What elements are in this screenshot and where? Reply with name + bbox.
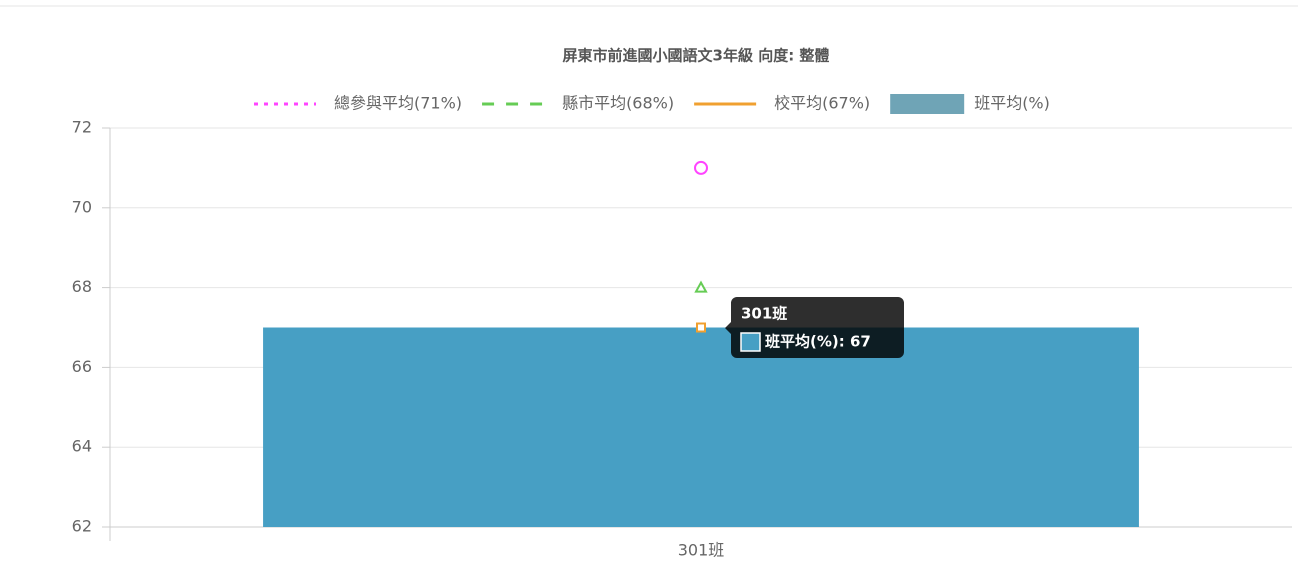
y-tick-label: 70: [72, 197, 92, 216]
point: [694, 160, 708, 175]
y-tick-label: 64: [72, 437, 92, 456]
point: [694, 280, 708, 293]
tooltip-swatch: [740, 332, 761, 352]
legend-swatch: [890, 94, 965, 114]
tooltip-label: 班平均(%): 67: [765, 333, 871, 351]
tooltip-box: [725, 297, 904, 358]
legend-label: 班平均(%): [974, 94, 1050, 113]
x-tick-label: 301班: [678, 541, 725, 560]
y-tick-label: 62: [72, 517, 92, 536]
y-tick-label: 68: [72, 277, 92, 296]
tooltip-title: 301班: [741, 305, 787, 323]
y-tick-label: 72: [72, 118, 92, 137]
y-tick-label: 66: [72, 357, 92, 376]
legend-label: 總參與平均(71%): [334, 94, 462, 113]
legend-label: 校平均(67%): [774, 94, 870, 113]
legend-label: 縣市平均(68%): [562, 94, 674, 113]
chart-title: 屏東市前進國小國語文3年級 向度: 整體: [563, 47, 830, 65]
point: [696, 322, 706, 333]
bar: [263, 327, 1139, 527]
